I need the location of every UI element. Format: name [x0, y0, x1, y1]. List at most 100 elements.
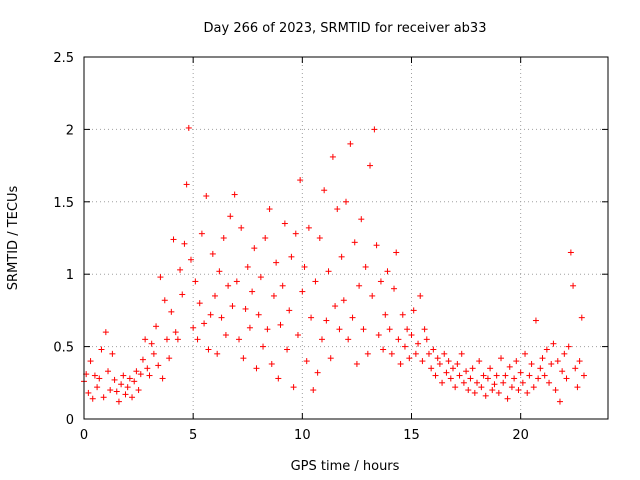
grid [84, 57, 608, 419]
data-point [395, 336, 402, 343]
data-point [209, 250, 216, 257]
data-point [463, 368, 470, 375]
data-point [445, 358, 452, 365]
data-point [332, 303, 339, 310]
data-point [153, 323, 160, 330]
data-point [408, 332, 415, 339]
data-point [404, 326, 411, 333]
data-point [294, 332, 301, 339]
data-point [150, 350, 157, 357]
data-point [266, 206, 273, 213]
data-point [142, 336, 149, 343]
data-point [543, 346, 550, 353]
data-point [135, 387, 142, 394]
data-point [310, 387, 317, 394]
data-point [212, 292, 218, 299]
data-point [251, 245, 258, 252]
data-point [179, 291, 186, 298]
data-point [240, 355, 247, 362]
data-point [290, 384, 297, 391]
data-point [155, 362, 162, 369]
chart-title: Day 266 of 2023, SRMTID for receiver ab3… [204, 21, 487, 36]
data-point [515, 387, 522, 394]
data-point [377, 278, 384, 285]
data-point [303, 358, 310, 365]
data-point [554, 358, 561, 365]
data-point [546, 379, 553, 386]
data-point [388, 350, 395, 357]
data-point [397, 360, 404, 367]
data-point [548, 360, 555, 367]
data-point [369, 292, 376, 299]
data-point [325, 268, 332, 275]
data-point [216, 268, 223, 275]
data-point [185, 124, 192, 131]
data-point [139, 356, 146, 363]
data-point [399, 311, 406, 318]
data-point [513, 358, 520, 365]
data-point [373, 242, 380, 249]
data-point [415, 340, 422, 347]
data-point [423, 336, 430, 343]
data-point [487, 365, 494, 372]
data-point [454, 360, 461, 367]
data-point [281, 220, 288, 227]
data-point [159, 375, 166, 382]
data-point [469, 365, 476, 372]
data-point [318, 336, 325, 343]
data-point [115, 398, 122, 405]
data-point [493, 372, 500, 379]
data-point [570, 282, 577, 289]
data-point [220, 235, 227, 241]
data-point [297, 177, 304, 184]
data-point [262, 235, 269, 241]
data-point [111, 376, 118, 383]
data-point [447, 375, 454, 382]
y-axis-label: SRMTID / TECUs [6, 186, 21, 291]
data-point [166, 355, 173, 362]
data-point [222, 332, 229, 339]
data-point [524, 389, 531, 396]
data-point [439, 379, 446, 386]
data-point [124, 384, 131, 391]
data-point [118, 381, 125, 388]
data-point [391, 285, 398, 292]
x-tick-label: 0 [80, 428, 88, 443]
data-point [362, 263, 369, 270]
data-point [417, 292, 424, 299]
data-point [478, 384, 485, 391]
data-point [133, 368, 140, 375]
data-point [249, 288, 256, 295]
data-point [157, 274, 164, 281]
data-point [498, 355, 505, 362]
data-point [231, 191, 238, 198]
data-point [380, 346, 387, 353]
data-point [338, 253, 345, 260]
data-point [177, 266, 184, 273]
data-point [502, 372, 509, 379]
data-point [275, 375, 282, 382]
data-point [329, 153, 336, 160]
data-point [465, 387, 472, 394]
data-point [574, 384, 581, 391]
data-point [480, 372, 487, 379]
data-point [561, 350, 568, 357]
data-point [203, 193, 210, 200]
data-point [432, 372, 439, 379]
data-point [214, 350, 221, 357]
data-point [528, 360, 535, 367]
data-point [434, 355, 441, 362]
data-point [386, 326, 393, 333]
data-point [122, 391, 129, 398]
data-point [537, 365, 544, 372]
data-point [286, 307, 293, 314]
data-point [532, 317, 539, 324]
data-point [517, 369, 524, 376]
data-point [299, 288, 306, 295]
data-point [279, 282, 286, 289]
data-point [456, 372, 463, 379]
data-point [412, 350, 419, 357]
data-point [288, 253, 295, 260]
data-point [113, 388, 120, 395]
y-tick-label: 2 [66, 123, 74, 138]
